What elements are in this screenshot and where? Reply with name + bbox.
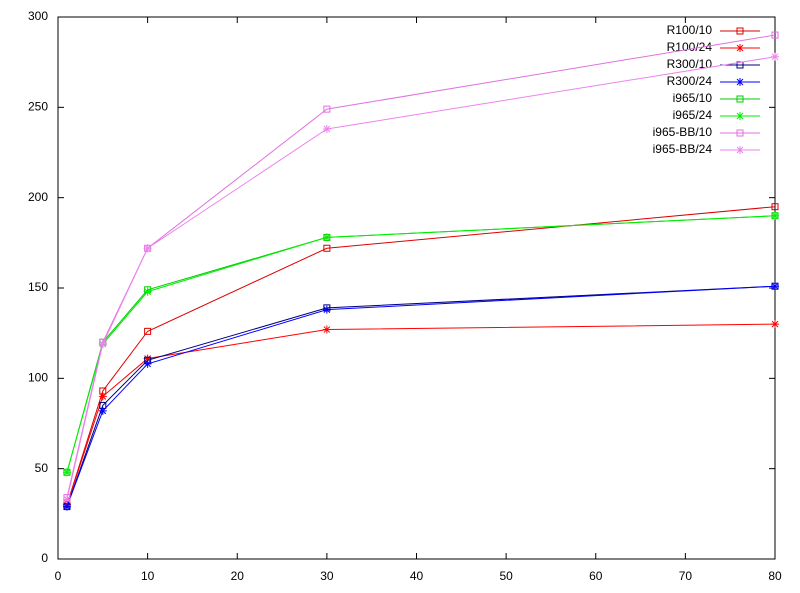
y-tick-label: 200 bbox=[28, 190, 48, 204]
plot-border bbox=[57, 16, 776, 560]
legend-label: i965-BB/10 bbox=[653, 125, 713, 139]
marker bbox=[771, 282, 779, 291]
series-line bbox=[66, 215, 776, 473]
marker bbox=[143, 287, 152, 296]
marker bbox=[323, 244, 331, 252]
marker bbox=[771, 31, 779, 39]
marker bbox=[323, 105, 331, 113]
marker bbox=[322, 125, 331, 134]
legend-marker bbox=[736, 146, 744, 154]
x-tick-label: 10 bbox=[141, 569, 155, 583]
marker bbox=[98, 392, 107, 401]
legend-marker bbox=[736, 44, 744, 52]
x-tick-label: 40 bbox=[410, 569, 424, 583]
marker bbox=[143, 244, 152, 253]
x-tick-label: 50 bbox=[499, 569, 513, 583]
legend-label: R300/10 bbox=[667, 57, 713, 71]
x-tick-label: 20 bbox=[231, 569, 245, 583]
series-line bbox=[66, 206, 776, 505]
y-tick-label: 50 bbox=[35, 461, 49, 475]
series-line bbox=[66, 34, 776, 498]
marker bbox=[771, 203, 779, 211]
y-tick-label: 300 bbox=[28, 9, 48, 23]
x-tick-label: 60 bbox=[589, 569, 603, 583]
marker bbox=[144, 327, 152, 335]
marker bbox=[771, 52, 779, 61]
marker bbox=[62, 502, 71, 511]
x-tick-label: 0 bbox=[55, 569, 62, 583]
marker bbox=[62, 495, 71, 504]
legend-marker bbox=[736, 78, 744, 86]
x-tick-label: 70 bbox=[679, 569, 693, 583]
legend-marker bbox=[736, 95, 744, 103]
marker bbox=[322, 325, 331, 334]
legend-marker bbox=[736, 129, 744, 137]
y-tick-label: 0 bbox=[41, 551, 48, 565]
series-line bbox=[66, 56, 776, 500]
marker bbox=[771, 320, 779, 329]
y-tick-label: 250 bbox=[28, 100, 48, 114]
x-tick-label: 80 bbox=[768, 569, 782, 583]
series-line bbox=[66, 215, 776, 473]
y-tick-label: 100 bbox=[28, 371, 48, 385]
series-line bbox=[66, 323, 776, 505]
legend-label: R300/24 bbox=[667, 74, 713, 88]
marker bbox=[771, 211, 779, 220]
legend-label: i965-BB/24 bbox=[653, 142, 713, 156]
x-tick-label: 30 bbox=[320, 569, 334, 583]
legend-label: i965/10 bbox=[673, 91, 713, 105]
marker bbox=[322, 305, 331, 314]
marker bbox=[98, 340, 107, 349]
marker bbox=[62, 468, 71, 477]
legend-marker bbox=[736, 27, 744, 35]
marker bbox=[322, 233, 331, 242]
marker bbox=[143, 359, 152, 368]
legend-label: i965/24 bbox=[673, 108, 713, 122]
legend-marker bbox=[736, 112, 744, 120]
marker bbox=[143, 354, 152, 363]
legend-label: R100/10 bbox=[667, 23, 713, 37]
y-tick-label: 150 bbox=[28, 280, 48, 294]
marker bbox=[98, 406, 107, 415]
